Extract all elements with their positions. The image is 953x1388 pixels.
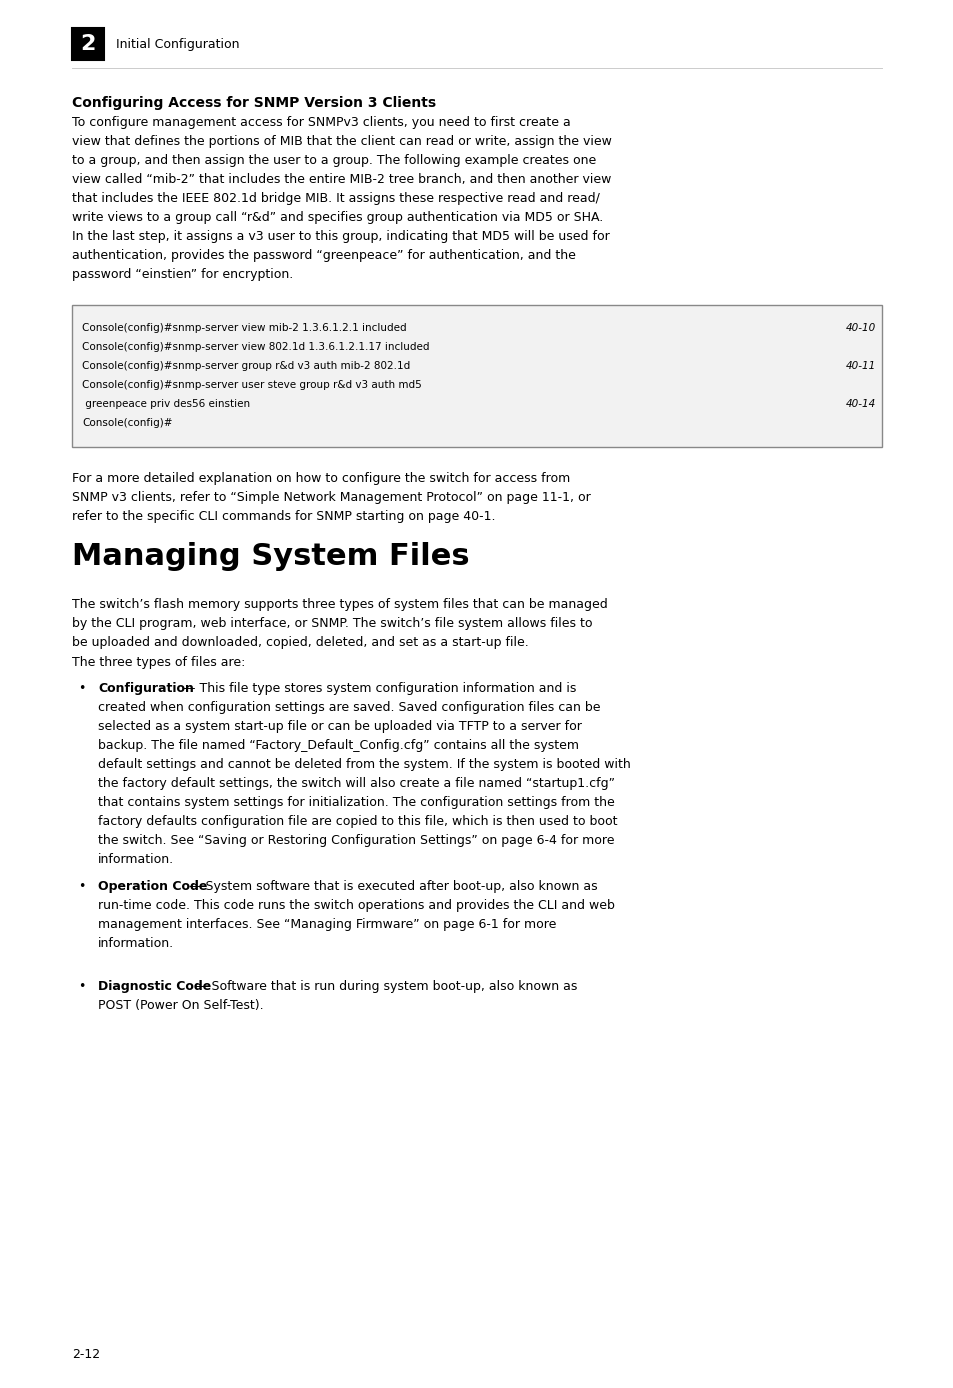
Text: Operation Code: Operation Code — [98, 880, 207, 892]
Text: created when configuration settings are saved. Saved configuration files can be: created when configuration settings are … — [98, 701, 599, 713]
Text: information.: information. — [98, 854, 174, 866]
Text: write views to a group call “r&d” and specifies group authentication via MD5 or : write views to a group call “r&d” and sp… — [71, 211, 602, 223]
Text: that contains system settings for initialization. The configuration settings fro: that contains system settings for initia… — [98, 795, 614, 809]
Text: be uploaded and downloaded, copied, deleted, and set as a start-up file.: be uploaded and downloaded, copied, dele… — [71, 636, 528, 650]
Text: 40-14: 40-14 — [845, 398, 875, 409]
Text: •: • — [78, 682, 85, 695]
Text: •: • — [78, 880, 85, 892]
Text: password “einstien” for encryption.: password “einstien” for encryption. — [71, 268, 293, 280]
Text: Managing System Files: Managing System Files — [71, 541, 469, 570]
Text: Console(config)#snmp-server view mib-2 1.3.6.1.2.1 included: Console(config)#snmp-server view mib-2 1… — [82, 323, 406, 333]
Text: •: • — [78, 980, 85, 992]
Text: factory defaults configuration file are copied to this file, which is then used : factory defaults configuration file are … — [98, 815, 617, 829]
Text: Configuration: Configuration — [98, 682, 193, 695]
Bar — [71, 28, 104, 60]
Bar — [71, 305, 882, 447]
Text: refer to the specific CLI commands for SNMP starting on page 40-1.: refer to the specific CLI commands for S… — [71, 509, 495, 523]
Text: management interfaces. See “Managing Firmware” on page 6-1 for more: management interfaces. See “Managing Fir… — [98, 917, 556, 931]
Text: The three types of files are:: The three types of files are: — [71, 657, 245, 669]
Text: — System software that is executed after boot-up, also known as: — System software that is executed after… — [185, 880, 597, 892]
Text: 40-10: 40-10 — [845, 323, 875, 333]
Text: Configuring Access for SNMP Version 3 Clients: Configuring Access for SNMP Version 3 Cl… — [71, 96, 436, 110]
Text: 2: 2 — [80, 33, 95, 54]
Text: authentication, provides the password “greenpeace” for authentication, and the: authentication, provides the password “g… — [71, 248, 576, 262]
Text: Console(config)#snmp-server view 802.1d 1.3.6.1.2.1.17 included: Console(config)#snmp-server view 802.1d … — [82, 341, 429, 353]
Text: To configure management access for SNMPv3 clients, you need to first create a: To configure management access for SNMPv… — [71, 117, 570, 129]
Text: In the last step, it assigns a v3 user to this group, indicating that MD5 will b: In the last step, it assigns a v3 user t… — [71, 230, 609, 243]
Text: — Software that is run during system boot-up, also known as: — Software that is run during system boo… — [191, 980, 577, 992]
Text: greenpeace priv des56 einstien: greenpeace priv des56 einstien — [82, 398, 250, 409]
Text: to a group, and then assign the user to a group. The following example creates o: to a group, and then assign the user to … — [71, 154, 596, 167]
Text: by the CLI program, web interface, or SNMP. The switch’s file system allows file: by the CLI program, web interface, or SN… — [71, 618, 592, 630]
Text: SNMP v3 clients, refer to “Simple Network Management Protocol” on page 11-1, or: SNMP v3 clients, refer to “Simple Networ… — [71, 491, 590, 504]
Text: POST (Power On Self-Test).: POST (Power On Self-Test). — [98, 999, 263, 1012]
Text: Console(config)#snmp-server group r&d v3 auth mib-2 802.1d: Console(config)#snmp-server group r&d v3… — [82, 361, 410, 371]
Text: selected as a system start-up file or can be uploaded via TFTP to a server for: selected as a system start-up file or ca… — [98, 720, 581, 733]
Text: 2-12: 2-12 — [71, 1348, 100, 1362]
Text: For a more detailed explanation on how to configure the switch for access from: For a more detailed explanation on how t… — [71, 472, 570, 484]
Text: view that defines the portions of MIB that the client can read or write, assign : view that defines the portions of MIB th… — [71, 135, 611, 149]
Text: 40-11: 40-11 — [845, 361, 875, 371]
Text: Console(config)#: Console(config)# — [82, 418, 172, 428]
Text: view called “mib-2” that includes the entire MIB-2 tree branch, and then another: view called “mib-2” that includes the en… — [71, 174, 611, 186]
Text: the factory default settings, the switch will also create a file named “startup1: the factory default settings, the switch… — [98, 777, 615, 790]
Text: the switch. See “Saving or Restoring Configuration Settings” on page 6-4 for mor: the switch. See “Saving or Restoring Con… — [98, 834, 614, 847]
Text: run-time code. This code runs the switch operations and provides the CLI and web: run-time code. This code runs the switch… — [98, 899, 615, 912]
Text: default settings and cannot be deleted from the system. If the system is booted : default settings and cannot be deleted f… — [98, 758, 630, 770]
Text: Initial Configuration: Initial Configuration — [116, 37, 239, 50]
Text: Diagnostic Code: Diagnostic Code — [98, 980, 211, 992]
Text: Console(config)#snmp-server user steve group r&d v3 auth md5: Console(config)#snmp-server user steve g… — [82, 380, 421, 390]
Text: backup. The file named “Factory_Default_Config.cfg” contains all the system: backup. The file named “Factory_Default_… — [98, 738, 578, 752]
Text: that includes the IEEE 802.1d bridge MIB. It assigns these respective read and r: that includes the IEEE 802.1d bridge MIB… — [71, 192, 599, 205]
Text: — This file type stores system configuration information and is: — This file type stores system configura… — [178, 682, 576, 695]
Text: information.: information. — [98, 937, 174, 949]
Text: The switch’s flash memory supports three types of system files that can be manag: The switch’s flash memory supports three… — [71, 598, 607, 611]
